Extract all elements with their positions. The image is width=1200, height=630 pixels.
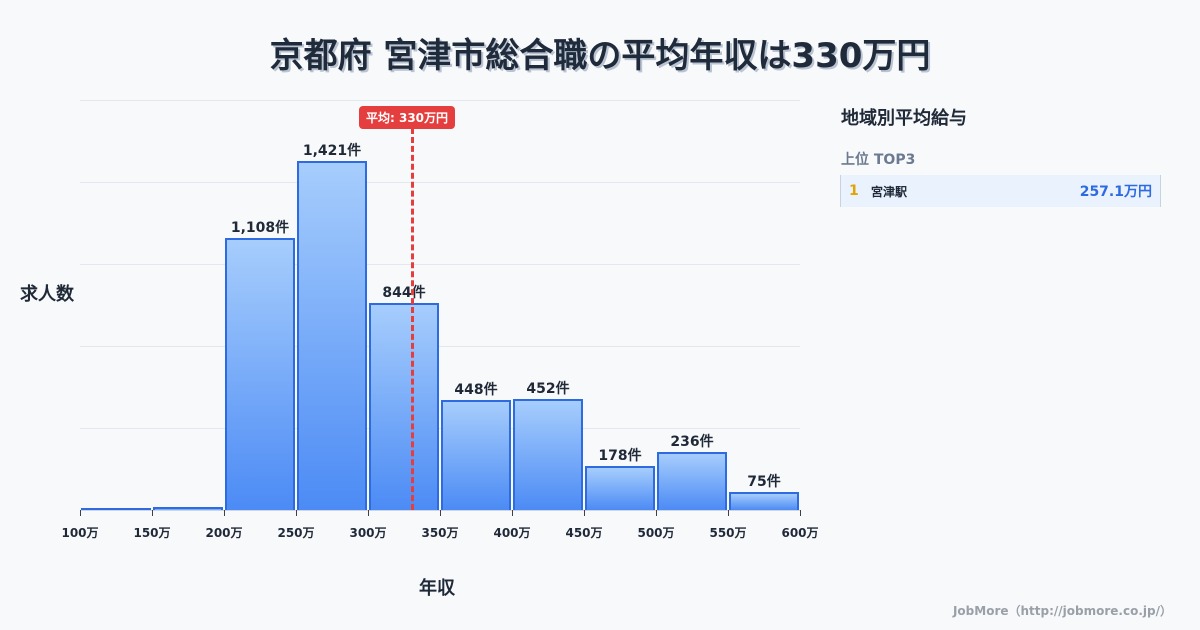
- histogram-bar: [153, 507, 223, 510]
- gridline: [80, 100, 800, 101]
- gridline: [80, 182, 800, 183]
- x-tick-label: 550万: [709, 526, 747, 540]
- side-panel-title: 地域別平均給与: [841, 108, 967, 129]
- x-tick-label: 150万: [133, 526, 171, 540]
- rank-row: 1 宮津駅 257.1万円: [840, 175, 1161, 207]
- histogram-bar: [657, 452, 727, 510]
- x-tick: [224, 510, 225, 516]
- x-tick: [368, 510, 369, 516]
- x-tick-label: 250万: [277, 526, 315, 540]
- x-tick-label: 300万: [349, 526, 387, 540]
- rank-number: 1: [849, 183, 859, 199]
- bar-value-label: 178件: [598, 448, 642, 465]
- gridline: [80, 264, 800, 265]
- histogram-bar: [369, 302, 439, 510]
- x-tick: [584, 510, 585, 516]
- x-tick-label: 400万: [493, 526, 531, 540]
- x-tick-label: 450万: [565, 526, 603, 540]
- x-tick: [440, 510, 441, 516]
- gridline: [80, 346, 800, 347]
- mean-badge: 平均: 330万円: [359, 106, 456, 129]
- histogram-bar: [81, 508, 151, 510]
- x-tick: [296, 510, 297, 516]
- x-axis-label: 年収: [419, 578, 455, 599]
- bar-value-label: 1,108件: [230, 219, 290, 236]
- bar-value-label: 452件: [526, 381, 570, 398]
- x-tick: [152, 510, 153, 516]
- histogram-bar: [225, 237, 295, 510]
- x-tick: [656, 510, 657, 516]
- histogram-bar: [513, 399, 583, 510]
- x-tick: [800, 510, 801, 516]
- mean-line: [411, 128, 414, 510]
- page-title: 京都府 宮津市総合職の平均年収は330万円: [269, 36, 931, 76]
- histogram-bar: [585, 466, 655, 510]
- x-tick-label: 100万: [61, 526, 99, 540]
- bar-value-label: 236件: [670, 434, 714, 451]
- y-axis-label: 求人数: [20, 284, 74, 305]
- x-tick-label: 500万: [637, 526, 675, 540]
- x-tick-label: 200万: [205, 526, 243, 540]
- bar-value-label: 448件: [454, 382, 498, 398]
- x-tick: [728, 510, 729, 516]
- histogram-plot: 1,108件 1,421件 844件 448件 452件 178件 236件 75件: [80, 100, 800, 511]
- bar-value-label: 75件: [747, 473, 781, 490]
- x-tick-label: 350万: [421, 526, 459, 540]
- histogram-bar: [729, 491, 799, 510]
- x-tick-label: 600万: [781, 526, 819, 540]
- histogram-bar: [297, 161, 367, 510]
- rank-salary-value: 257.1万円: [1079, 184, 1152, 200]
- histogram-bar: [441, 400, 511, 510]
- side-panel-subtitle: 上位 TOP3: [841, 152, 916, 168]
- x-tick: [512, 510, 513, 516]
- x-tick: [80, 510, 81, 516]
- gridline: [80, 428, 800, 429]
- rank-area-name: 宮津駅: [871, 184, 908, 199]
- bar-value-label: 844件: [382, 284, 426, 301]
- footer-credit: JobMore（http://jobmore.co.jp/）: [952, 604, 1172, 618]
- bar-value-label: 1,421件: [302, 143, 362, 160]
